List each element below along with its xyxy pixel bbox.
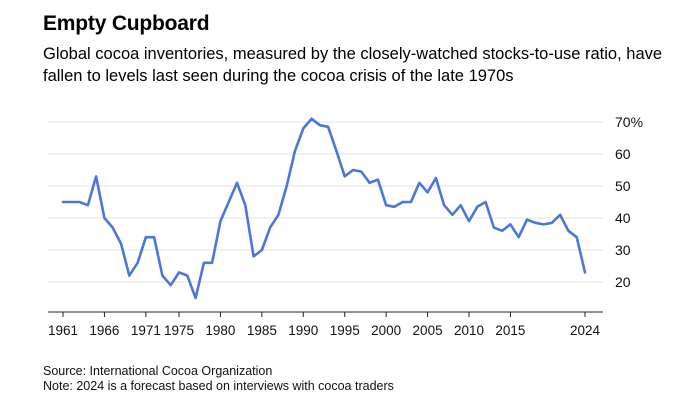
data-series — [61, 117, 587, 300]
x-tick-label-2024: 2024 — [570, 323, 601, 338]
x-tick-label-1961: 1961 — [48, 323, 78, 338]
x-tick-label-2005: 2005 — [413, 323, 443, 338]
x-tick-label-1985: 1985 — [247, 323, 277, 338]
y-tick-label-40: 40 — [615, 210, 631, 226]
chart-subtitle: Global cocoa inventories, measured by th… — [43, 45, 663, 85]
x-tick-label-1975: 1975 — [164, 323, 194, 338]
x-tick-label-1971: 1971 — [131, 323, 161, 338]
footnote: Note: 2024 is a forecast based on interv… — [43, 379, 394, 393]
source-note: Source: International Cocoa Organization — [43, 364, 273, 378]
y-axis-ticks: 20 30 40 50 60 70% — [615, 114, 643, 290]
y-tick-label-20: 20 — [615, 274, 631, 290]
chart-title: Empty Cupboard — [43, 12, 210, 35]
x-tick-label-1995: 1995 — [330, 323, 360, 338]
x-tick-label-1990: 1990 — [288, 323, 318, 338]
x-tick-label-2000: 2000 — [371, 323, 401, 338]
y-tick-label-60: 60 — [615, 146, 631, 162]
y-tick-label-50: 50 — [615, 178, 631, 194]
grid-lines — [48, 121, 603, 283]
x-tick-label-2010: 2010 — [454, 323, 484, 338]
y-tick-label-30: 30 — [615, 242, 631, 258]
x-tick-label-2015: 2015 — [495, 323, 525, 338]
series-line-0 — [61, 117, 587, 300]
x-tick-label-1966: 1966 — [89, 323, 119, 338]
x-tick-label-1980: 1980 — [205, 323, 235, 338]
x-axis-ticks: 1961 1966 1971 1975 1980 1985 1990 1995 2000 2005… — [48, 312, 601, 338]
y-tick-label-70: 70% — [615, 114, 643, 130]
